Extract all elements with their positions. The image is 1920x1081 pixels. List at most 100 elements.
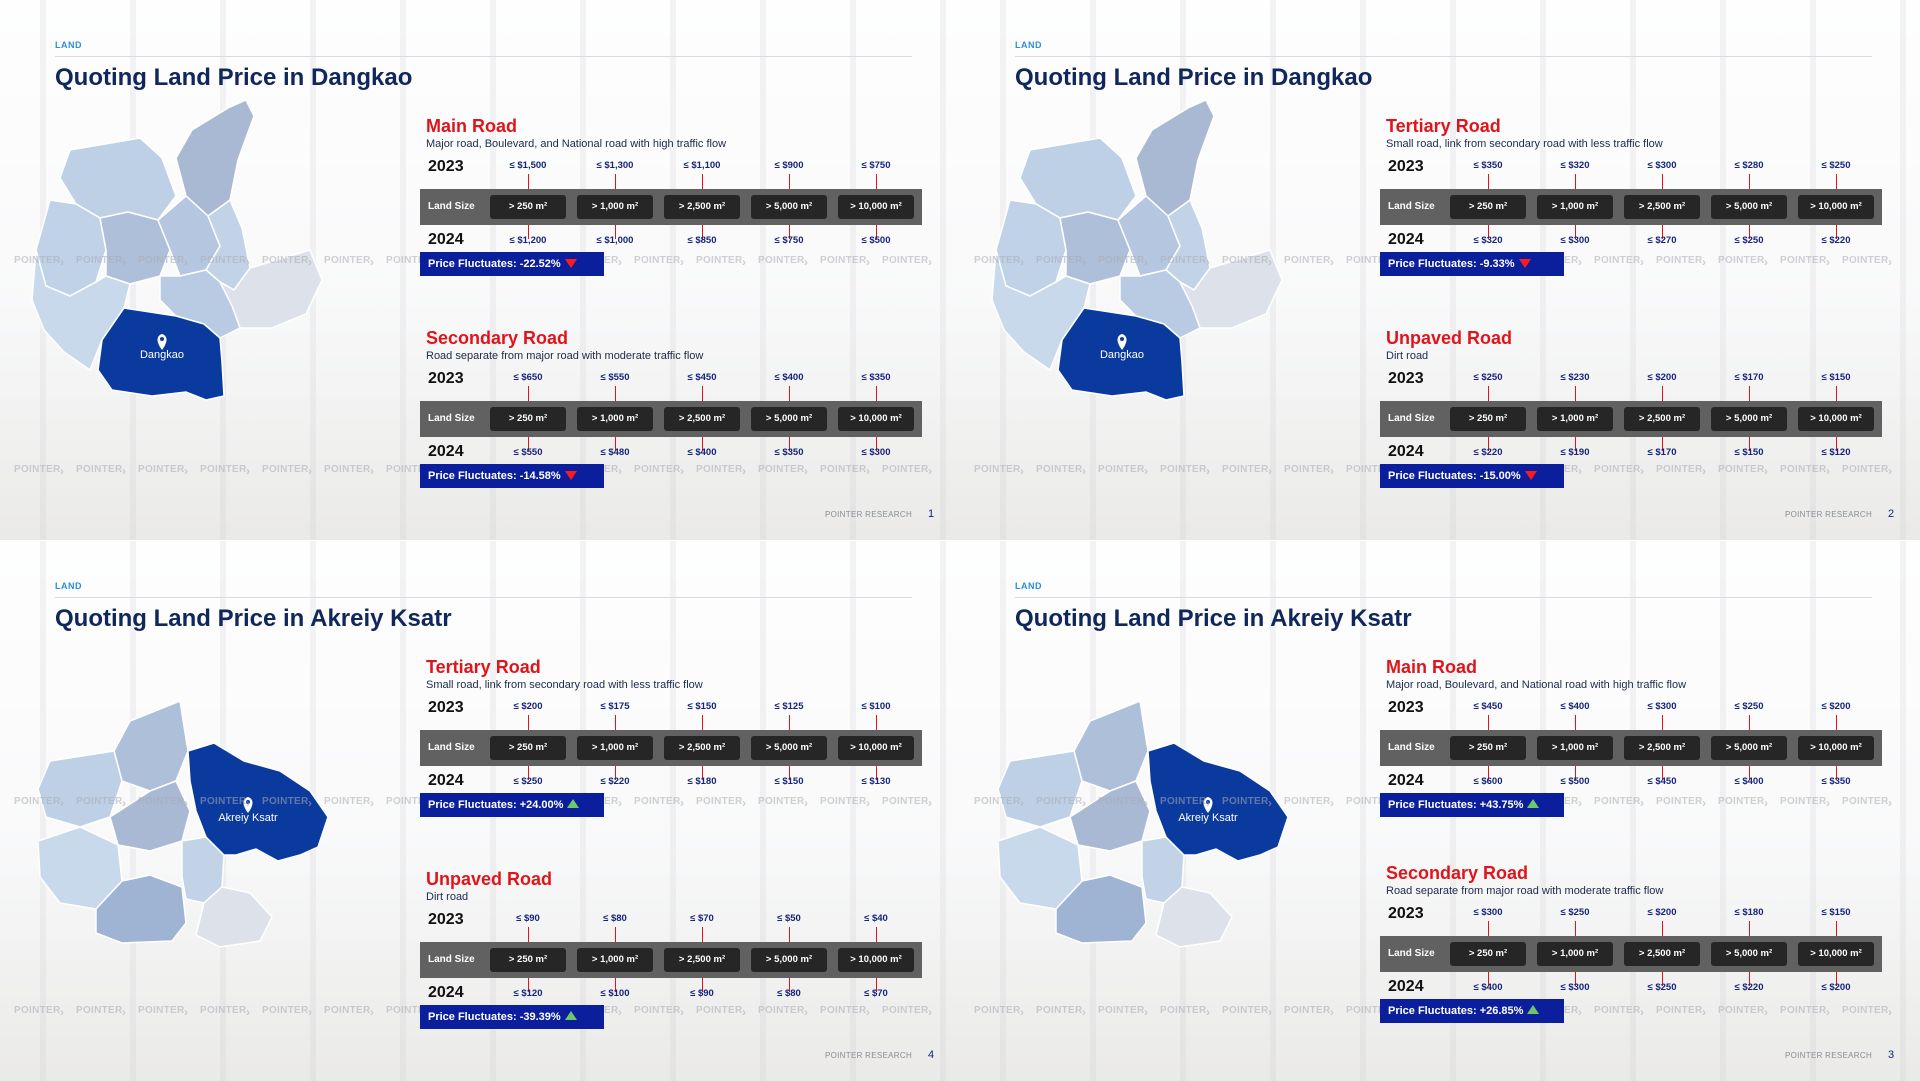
price-value: ≤ $100 — [600, 988, 630, 999]
road-type-title: Tertiary Road — [426, 657, 541, 677]
price-tick — [1662, 921, 1663, 936]
prices-2024: ≤ $600 ≤ $500 ≤ $450 ≤ $400 ≤ $350 — [960, 776, 1920, 790]
arrow-down-icon — [564, 471, 577, 480]
land-size-chip: > 2,500 m² — [1624, 942, 1700, 966]
price-value: ≤ $400 — [687, 447, 717, 458]
road-type-title: Main Road — [426, 116, 518, 136]
map-district-shape — [37, 750, 123, 828]
prices-2023: ≤ $200 ≤ $175 ≤ $150 ≤ $125 ≤ $100 — [0, 701, 960, 715]
price-tick — [528, 766, 529, 780]
price-value: ≤ $220 — [1821, 235, 1851, 246]
price-tick — [1488, 921, 1489, 936]
map-district-shape — [109, 780, 191, 852]
road-description: Major road, Boulevard, and National road… — [426, 138, 727, 150]
road-section: Secondary Road Road separate from major r… — [960, 863, 1920, 1063]
price-tick — [615, 437, 616, 451]
arrow-up-icon — [1527, 799, 1540, 808]
price-tick — [1488, 766, 1489, 780]
map-district-shape — [195, 886, 273, 948]
prices-2023: ≤ $650 ≤ $550 ≤ $450 ≤ $400 ≤ $350 — [0, 372, 960, 386]
land-size-chip: > 250 m² — [1450, 736, 1526, 760]
year-2024: 2024 — [428, 443, 464, 460]
price-tick — [1749, 437, 1750, 451]
slide: LAND Quoting Land Price in Dangkao Dangkao… — [960, 0, 1920, 540]
road-description: Dirt road — [1386, 350, 1429, 362]
land-size-bar: Land Size > 250 m² > 1,000 m² > 2,500 m² > 5… — [420, 401, 922, 437]
road-type-title: Unpaved Road — [426, 869, 553, 889]
price-value: ≤ $200 — [513, 701, 543, 712]
price-value: ≤ $250 — [1821, 160, 1851, 171]
price-value: ≤ $150 — [1821, 907, 1851, 918]
price-value: ≤ $125 — [774, 701, 804, 712]
footer-brand: POINTER RESEARCH — [825, 1051, 913, 1060]
price-value: ≤ $400 — [1473, 982, 1503, 993]
price-value: ≤ $250 — [1734, 701, 1764, 712]
price-tick — [1575, 972, 1576, 986]
price-value: ≤ $150 — [1821, 372, 1851, 383]
section-tag: LAND — [55, 40, 82, 50]
price-tick — [1662, 437, 1663, 451]
price-tick — [789, 715, 790, 730]
price-value: ≤ $170 — [1647, 447, 1677, 458]
land-size-bar: Land Size > 250 m² > 1,000 m² > 2,500 m² > 5… — [1380, 401, 1882, 437]
fluctuation-text: Price Fluctuates: -9.33% — [1388, 258, 1515, 270]
prices-2024: ≤ $120 ≤ $100 ≤ $90 ≤ $80 ≤ $70 — [0, 988, 960, 1002]
road-type-title: Secondary Road — [426, 328, 569, 348]
price-tick — [528, 174, 529, 189]
price-tick — [702, 174, 703, 189]
price-value: ≤ $200 — [1821, 982, 1851, 993]
price-tick — [1488, 972, 1489, 986]
land-size-chip: > 250 m² — [490, 948, 566, 972]
land-size-chip: > 2,500 m² — [1624, 736, 1700, 760]
price-value: ≤ $550 — [513, 447, 543, 458]
land-size-chip: > 10,000 m² — [838, 736, 914, 760]
road-section: Main Road Major road, Boulevard, and Nati… — [0, 116, 960, 316]
price-value: ≤ $300 — [1473, 907, 1503, 918]
land-size-label: Land Size — [428, 201, 475, 212]
prices-2023: ≤ $350 ≤ $320 ≤ $300 ≤ $280 ≤ $250 — [960, 160, 1920, 174]
price-value: ≤ $150 — [774, 776, 804, 787]
price-value: ≤ $350 — [1473, 160, 1503, 171]
price-value: ≤ $250 — [513, 776, 543, 787]
arrow-down-icon — [1524, 471, 1537, 480]
price-tick — [789, 437, 790, 451]
price-tick — [702, 715, 703, 730]
land-size-chip: > 2,500 m² — [1624, 195, 1700, 219]
year-2023: 2023 — [1388, 905, 1424, 922]
arrow-up-icon — [564, 1011, 577, 1020]
map-districts — [997, 699, 1289, 948]
land-size-label: Land Size — [428, 413, 475, 424]
price-tick — [528, 225, 529, 239]
price-tick — [1836, 766, 1837, 780]
price-value: ≤ $480 — [600, 447, 630, 458]
price-value: ≤ $750 — [774, 235, 804, 246]
land-size-chip: > 2,500 m² — [1624, 407, 1700, 431]
land-size-bar: Land Size > 250 m² > 1,000 m² > 2,500 m² > 5… — [1380, 936, 1882, 972]
price-value: ≤ $450 — [1647, 776, 1677, 787]
price-value: ≤ $900 — [774, 160, 804, 171]
district-label: Dangkao — [140, 349, 184, 361]
land-size-chip: > 10,000 m² — [1798, 195, 1874, 219]
page-number: 3 — [1888, 1049, 1895, 1061]
price-value: ≤ $40 — [864, 913, 888, 924]
price-value: ≤ $80 — [603, 913, 627, 924]
price-tick — [1836, 921, 1837, 936]
land-size-chip: > 250 m² — [1450, 407, 1526, 431]
land-size-chip: > 250 m² — [490, 407, 566, 431]
year-2023: 2023 — [428, 911, 464, 928]
district-map: Akreiy Ksatr — [37, 699, 329, 948]
road-section: Secondary Road Road separate from major r… — [0, 328, 960, 528]
land-size-chip: > 250 m² — [490, 195, 566, 219]
year-2023: 2023 — [428, 158, 464, 175]
land-size-chip: > 5,000 m² — [1711, 407, 1787, 431]
price-value: ≤ $250 — [1647, 982, 1677, 993]
price-tick — [1575, 437, 1576, 451]
price-tick — [1662, 972, 1663, 986]
year-2024: 2024 — [428, 984, 464, 1001]
land-size-bar: Land Size > 250 m² > 1,000 m² > 2,500 m² > 5… — [420, 730, 922, 766]
price-tick — [1662, 174, 1663, 189]
district-map: Dangkao — [31, 100, 323, 401]
road-description: Road separate from major road with moder… — [1386, 885, 1664, 897]
land-size-label: Land Size — [1388, 948, 1435, 959]
price-tick — [702, 927, 703, 942]
